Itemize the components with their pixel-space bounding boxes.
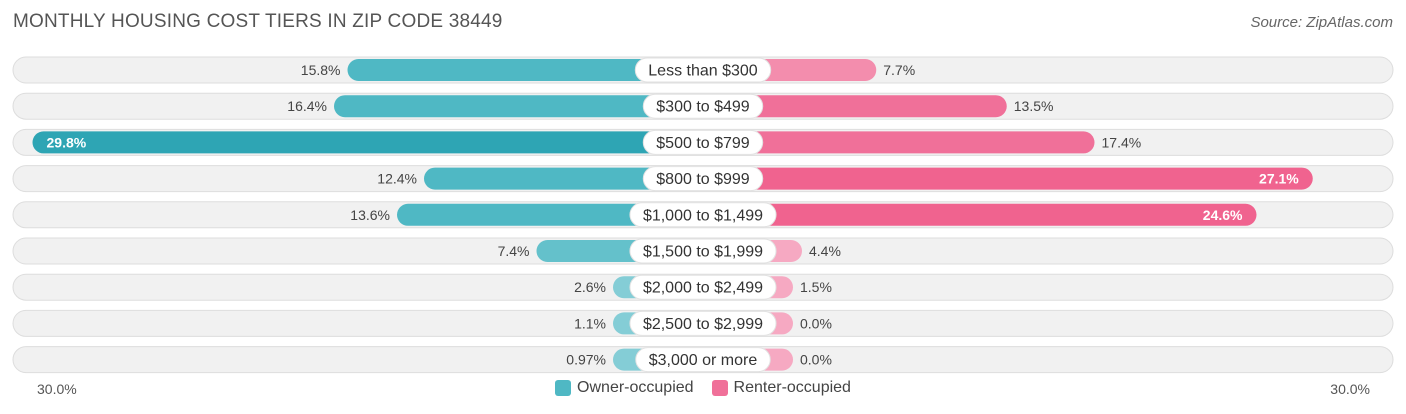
category-label: $300 to $499 [656,99,750,116]
renter-value-label: 0.0% [800,315,832,331]
renter-bar [703,203,1257,226]
chart-plot: 15.8% 7.7% Less than $300 16.4% 13.5% $300 to… [12,56,1394,374]
category-pill [642,93,764,119]
renter-value-label: 1.5% [800,279,832,295]
renter-value-label: 17.4% [1102,134,1142,150]
category-label: $3,000 or more [649,352,758,369]
category-pill [629,202,777,228]
renter-value-label: 7.7% [883,62,915,78]
category-label: $2,000 to $2,499 [643,280,763,297]
legend-item-owner: Owner-occupied [555,379,694,397]
renter-value-label: 24.6% [1203,207,1243,223]
category-pill [642,129,764,155]
owner-value-label: 16.4% [287,98,327,114]
renter-bar [703,167,1313,190]
category-pill [629,310,777,336]
renter-value-label: 27.1% [1259,171,1299,187]
owner-value-label: 12.4% [377,171,417,187]
renter-swatch [711,380,728,396]
owner-value-label: 29.8% [47,134,87,150]
renter-bar [703,131,1095,154]
category-pill [642,166,764,192]
owner-value-label: 13.6% [350,207,390,223]
category-label: $1,500 to $1,999 [643,244,763,261]
category-label: $500 to $799 [656,135,750,152]
source-note: Source: ZipAtlas.com [1250,14,1393,31]
category-label: $800 to $999 [656,171,750,188]
axis-max-label: 30.0% [1330,381,1370,397]
renter-value-label: 4.4% [809,243,841,259]
renter-bar [703,95,1007,118]
owner-bar [32,131,703,154]
category-pill [634,57,772,83]
legend: Owner-occupied Renter-occupied [0,379,1406,397]
owner-bar [347,59,703,81]
owner-value-label: 15.8% [301,62,341,78]
owner-value-label: 7.4% [498,243,530,259]
category-label: $1,000 to $1,499 [643,207,763,224]
legend-label-renter: Renter-occupied [733,379,851,396]
owner-value-label: 2.6% [574,279,606,295]
category-pill [629,238,777,264]
owner-bar [334,95,703,118]
chart-title: MONTHLY HOUSING COST TIERS IN ZIP CODE 3… [13,11,503,32]
owner-value-label: 1.1% [574,315,606,331]
renter-value-label: 0.0% [800,352,832,368]
renter-value-label: 13.5% [1014,98,1054,114]
owner-swatch [555,380,572,396]
owner-value-label: 0.97% [566,352,606,368]
axis-min-label: 30.0% [37,381,77,397]
owner-bar [424,167,703,190]
owner-bar [397,203,703,226]
category-pill [629,274,777,300]
legend-label-owner: Owner-occupied [577,379,694,396]
category-pill [635,347,771,373]
legend-item-renter: Renter-occupied [711,379,851,397]
category-label: $2,500 to $2,999 [643,316,763,333]
category-label: Less than $300 [648,63,758,80]
